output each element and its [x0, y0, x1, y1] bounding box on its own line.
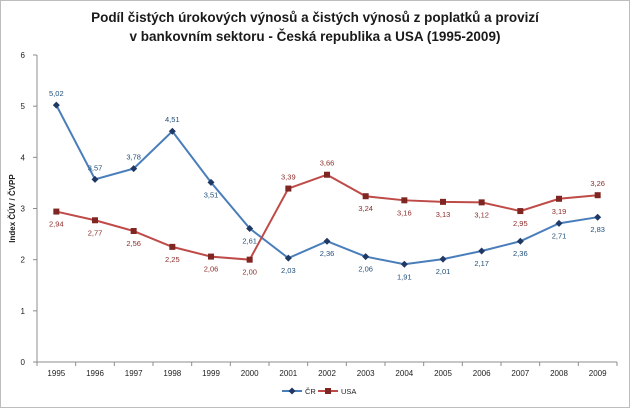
data-point-usa	[246, 256, 253, 263]
data-label-usa: 2,94	[49, 220, 64, 229]
y-tick-label: 0	[21, 358, 26, 367]
data-point-čr	[52, 101, 60, 109]
data-label-usa: 3,12	[474, 210, 489, 219]
data-point-usa	[130, 228, 137, 235]
data-point-čr	[130, 165, 138, 173]
data-label-usa: 2,25	[165, 255, 180, 264]
data-label-usa: 3,24	[358, 204, 373, 213]
data-label-čr: 2,17	[474, 259, 489, 268]
x-tick-label: 2005	[434, 369, 452, 378]
legend-label-čr: ČR	[305, 387, 316, 396]
y-tick-label: 2	[21, 256, 26, 265]
data-label-čr: 3,51	[204, 190, 219, 199]
x-tick-label: 2001	[279, 369, 297, 378]
data-point-usa	[362, 193, 369, 200]
data-point-usa	[169, 243, 176, 250]
data-label-čr: 1,91	[397, 272, 412, 281]
data-label-usa: 3,66	[320, 159, 335, 168]
y-tick-label: 4	[21, 153, 26, 162]
x-tick-label: 1996	[86, 369, 104, 378]
chart-title: Podíl čistých úrokových výnosů a čistých…	[0, 8, 630, 46]
data-label-čr: 2,36	[320, 249, 335, 258]
data-point-usa	[401, 197, 408, 204]
data-label-čr: 2,61	[242, 236, 257, 245]
data-label-čr: 2,71	[552, 231, 567, 240]
data-point-usa	[53, 208, 60, 215]
data-label-čr: 2,36	[513, 249, 528, 258]
data-point-čr	[400, 260, 408, 268]
x-tick-label: 2009	[589, 369, 607, 378]
data-label-čr: 2,06	[358, 265, 373, 274]
x-tick-label: 1995	[47, 369, 65, 378]
x-tick-label: 1998	[163, 369, 181, 378]
data-point-čr	[439, 255, 447, 263]
data-label-usa: 3,16	[397, 208, 412, 217]
data-label-usa: 3,26	[590, 179, 605, 188]
x-tick-label: 2003	[357, 369, 375, 378]
data-point-čr	[555, 219, 563, 227]
data-point-usa	[285, 185, 292, 192]
x-tick-label: 1999	[202, 369, 220, 378]
data-label-čr: 5,02	[49, 89, 64, 98]
data-label-usa: 2,06	[204, 265, 219, 274]
legend-marker-usa	[325, 388, 331, 394]
data-point-čr	[478, 247, 486, 255]
data-point-usa	[517, 208, 524, 215]
legend-label-usa: USA	[341, 387, 356, 396]
data-label-usa: 2,56	[126, 239, 141, 248]
x-tick-label: 2002	[318, 369, 336, 378]
y-tick-label: 1	[21, 307, 26, 316]
x-tick-label: 2000	[241, 369, 259, 378]
data-point-čr	[246, 224, 254, 232]
x-tick-label: 2006	[473, 369, 491, 378]
y-tick-label: 3	[21, 205, 26, 214]
data-label-čr: 2,01	[436, 267, 451, 276]
data-point-čr	[207, 178, 215, 186]
data-point-čr	[91, 175, 99, 183]
y-tick-label: 6	[21, 51, 26, 60]
data-point-usa	[556, 195, 562, 202]
y-tick-label: 5	[21, 102, 26, 111]
data-label-usa: 3,19	[552, 207, 567, 216]
data-label-usa: 2,95	[513, 219, 528, 228]
y-axis-label: Index ČÚV / ČVPP	[8, 174, 17, 243]
data-point-usa	[594, 192, 601, 199]
chart-title-line-1: Podíl čistých úrokových výnosů a čistých…	[91, 10, 539, 25]
data-point-čr	[516, 237, 524, 245]
data-point-čr	[168, 127, 176, 135]
data-label-usa: 3,39	[281, 173, 296, 182]
data-point-usa	[92, 217, 98, 224]
data-point-čr	[323, 237, 331, 245]
data-point-usa	[208, 253, 214, 260]
data-point-usa	[324, 171, 330, 178]
x-tick-label: 2008	[550, 369, 568, 378]
data-label-čr: 3,57	[88, 163, 103, 172]
data-label-čr: 2,03	[281, 266, 296, 275]
data-label-čr: 4,51	[165, 115, 180, 124]
data-label-usa: 2,77	[88, 228, 103, 237]
data-label-usa: 3,13	[436, 210, 451, 219]
data-point-čr	[362, 253, 370, 261]
data-label-čr: 3,78	[126, 153, 141, 162]
data-label-čr: 2,83	[590, 225, 605, 234]
data-point-usa	[440, 198, 446, 205]
data-point-čr	[284, 254, 292, 262]
data-point-čr	[594, 213, 602, 221]
data-point-usa	[478, 199, 485, 206]
x-tick-label: 2007	[511, 369, 529, 378]
chart-title-line-2: v bankovním sektoru - Česká republika a …	[129, 29, 501, 44]
x-tick-label: 1997	[125, 369, 143, 378]
legend-marker-čr	[288, 387, 296, 395]
data-label-usa: 2,00	[242, 268, 257, 277]
x-tick-label: 2004	[395, 369, 413, 378]
